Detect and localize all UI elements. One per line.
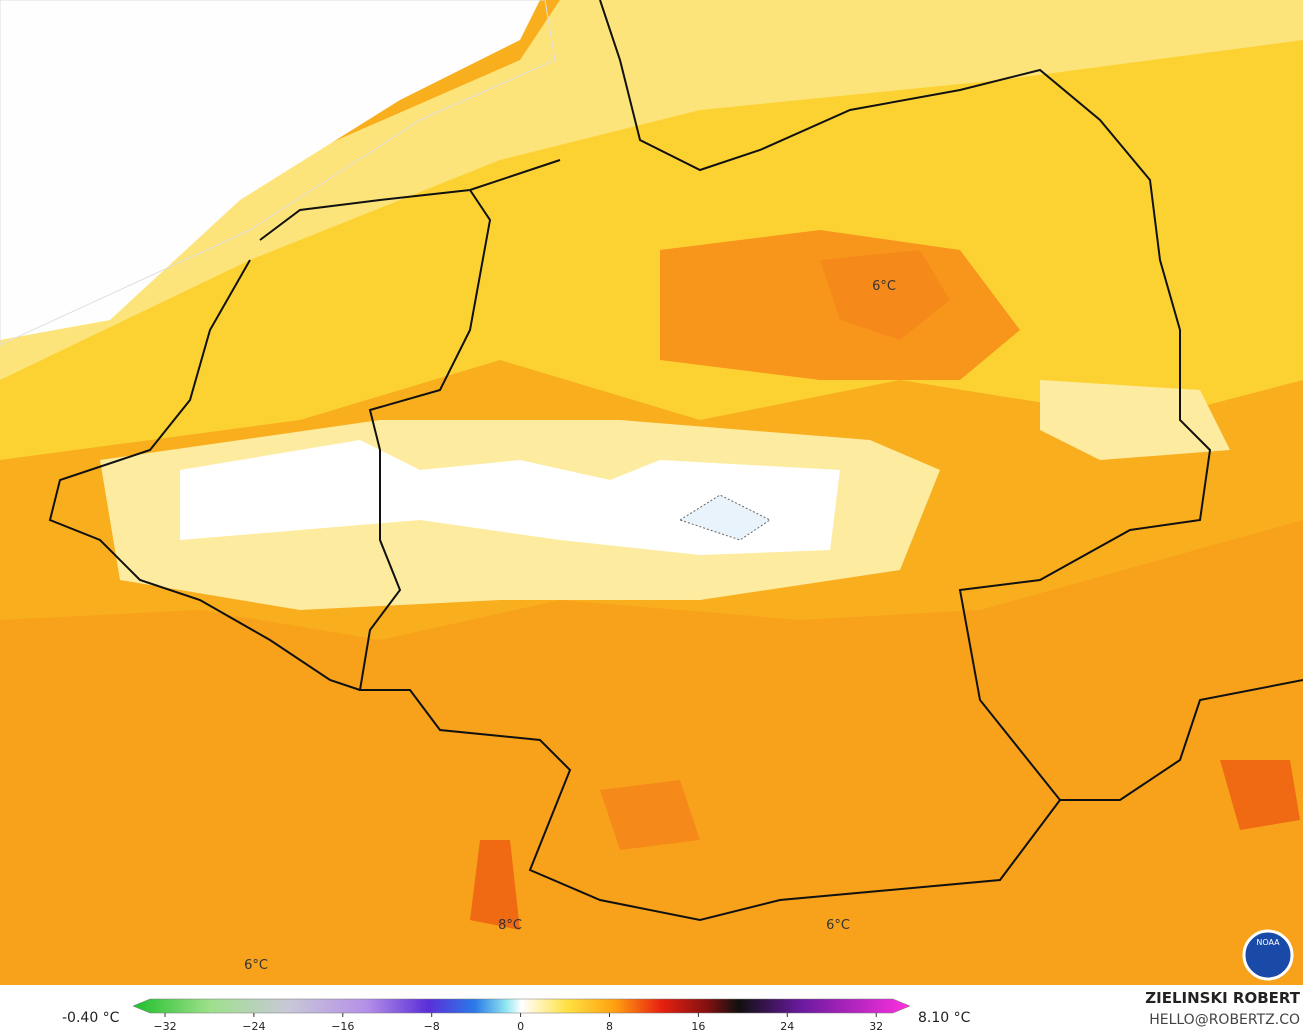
map-label: 6°C: [244, 958, 268, 973]
colorbar-tick-label: −32: [153, 1020, 176, 1033]
temperature-field: [0, 0, 1303, 985]
colorbar-tick-label: 16: [691, 1020, 705, 1033]
map-label: 6°C: [826, 918, 850, 933]
noaa-logo: NOAA: [1242, 929, 1294, 981]
borders: [48, 0, 1303, 922]
colorbar-tick-label: 32: [869, 1020, 883, 1033]
colorbar-tick-label: 24: [780, 1020, 794, 1033]
credit-email: HELLO@ROBERTZ.CO: [1149, 1012, 1300, 1028]
map-label: 8°C: [498, 918, 522, 933]
colorbar: [132, 998, 911, 1014]
colorbar-tick-label: 0: [517, 1020, 524, 1033]
logo-text: NOAA: [1256, 938, 1280, 947]
colorbar-min: -0.40 °C: [62, 1010, 120, 1026]
colorbar-tick-label: −24: [242, 1020, 265, 1033]
colorbar-tick-label: 8: [606, 1020, 613, 1033]
colorbar-max: 8.10 °C: [918, 1010, 971, 1026]
colorbar-tick-label: −8: [424, 1020, 440, 1033]
map-label: 6°C: [872, 279, 896, 294]
credit-name: ZIELINSKI ROBERT: [1145, 989, 1300, 1007]
colorbar-tick-label: −16: [331, 1020, 354, 1033]
